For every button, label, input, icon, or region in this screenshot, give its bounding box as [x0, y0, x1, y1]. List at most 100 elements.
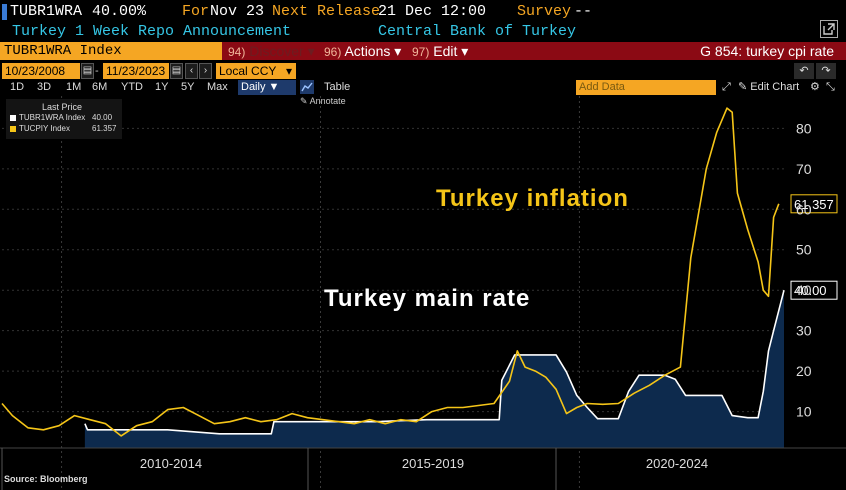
chevron-left-icon[interactable]: ‹: [185, 63, 198, 79]
legend-value-rate: 40.00: [92, 113, 113, 122]
line-chart-icon[interactable]: [300, 80, 314, 94]
frequency-value: Daily: [241, 81, 266, 93]
series-layer: 40.00 61.357: [1, 107, 838, 448]
rate-callout: Turkey main rate: [324, 285, 531, 312]
y-tick-label: 50: [796, 242, 812, 258]
currency-select[interactable]: Local CCY ▾: [216, 63, 296, 79]
add-data-input[interactable]: Add Data: [576, 80, 716, 95]
y-axis: 10 20 30 40 50 60 70 80: [796, 120, 812, 419]
last-value: 40.00%: [92, 3, 147, 20]
end-date-input[interactable]: 11/23/2023: [103, 63, 169, 79]
pencil-icon: ✎: [300, 96, 308, 106]
last-value-label-rate: 40.00: [794, 283, 827, 298]
next-release-label: Next Release: [272, 3, 381, 20]
survey-value: --: [574, 3, 593, 20]
discover-label: Discover: [249, 43, 304, 59]
x-period-label: 2020-2024: [646, 456, 708, 471]
pencil-icon: ✎: [738, 81, 748, 93]
edit-num: 97): [412, 45, 430, 59]
chevron-right-icon[interactable]: ›: [199, 63, 212, 79]
legend-value-cpi: 61.357: [92, 124, 117, 133]
chevron-down-icon: ▾: [285, 64, 292, 78]
y-tick-label: 20: [796, 363, 812, 379]
ticker: TUBR1WRA: [10, 3, 83, 20]
currency-value: Local CCY: [219, 64, 277, 78]
blue-marker-icon: [2, 4, 7, 20]
x-axis: 2010-2014 2015-2019 2020-2024: [0, 447, 846, 490]
actions-num: 96): [324, 45, 342, 59]
source-footer: Source: Bloomberg: [4, 474, 88, 484]
y-tick-label: 30: [796, 323, 812, 339]
inflation-callout: Turkey inflation: [436, 185, 629, 212]
undo-icon[interactable]: ↶: [794, 63, 814, 79]
command-bar: TUBR1WRA Index 94) Discover ▾ 96) Action…: [0, 42, 846, 60]
zoom-icon[interactable]: ⤡: [826, 81, 835, 93]
edit-label: Edit: [433, 43, 458, 59]
data-source: Central Bank of Turkey: [378, 23, 577, 40]
calendar-icon[interactable]: ▤: [170, 63, 183, 79]
range-5y[interactable]: 5Y: [181, 81, 195, 93]
legend-header: Last Price: [42, 102, 83, 112]
frequency-select[interactable]: Daily ▼: [238, 80, 296, 95]
security-description-row: Turkey 1 Week Repo Announcement Central …: [0, 22, 846, 42]
start-date-input[interactable]: 10/23/2008: [2, 63, 80, 79]
security-header: TUBR1WRA 40.00% For Nov 23 Next Release …: [0, 0, 846, 24]
chevron-down-icon: ▾: [307, 43, 315, 59]
function-command[interactable]: G 854: turkey cpi rate: [700, 43, 834, 59]
x-period-label: 2010-2014: [140, 456, 202, 471]
edit-button[interactable]: 97) Edit ▾: [412, 42, 468, 61]
discover-num: 94): [228, 45, 246, 59]
chevron-down-icon: ▼: [268, 81, 280, 93]
series-line-cpi: [1, 107, 780, 437]
range-ytd[interactable]: YTD: [121, 81, 143, 93]
period-dividers: [61, 96, 580, 490]
range-toolbar: 1D 3D 1M 6M YTD 1Y 5Y Max Daily ▼ Table …: [0, 80, 846, 96]
series-line-rate: [84, 290, 785, 435]
actions-button[interactable]: 96) Actions ▾: [324, 42, 401, 61]
calendar-icon[interactable]: ▤: [81, 63, 94, 79]
edit-chart-button[interactable]: ✎ Edit Chart: [738, 80, 799, 95]
x-period-label: 2015-2019: [402, 456, 464, 471]
legend-label-cpi: TUCPIY Index: [19, 124, 70, 133]
series-area-rate: [84, 290, 785, 448]
legend-swatch-cpi: [10, 126, 16, 132]
y-tick-label: 40: [796, 282, 812, 298]
range-1m[interactable]: 1M: [66, 81, 82, 93]
last-value-label-cpi: 61.357: [794, 197, 834, 212]
legend-swatch-rate: [10, 115, 16, 121]
next-release-date: 21 Dec 12:00: [378, 3, 487, 20]
y-tick-label: 80: [796, 120, 812, 136]
last-value-tag-rate: [790, 280, 838, 300]
actions-label: Actions: [344, 43, 391, 59]
discover-button[interactable]: 94) Discover ▾: [228, 42, 315, 61]
gridlines: [2, 127, 784, 413]
for-date: Nov 23: [210, 3, 265, 20]
y-tick-label: 10: [796, 404, 812, 420]
annotate-button[interactable]: ✎ Annotate: [300, 96, 346, 107]
y-tick-label: 70: [796, 161, 812, 177]
expand-icon[interactable]: ⤢: [722, 81, 731, 93]
chevron-down-icon: ▾: [461, 43, 469, 59]
annotate-label: Annotate: [309, 96, 346, 106]
range-1y[interactable]: 1Y: [155, 81, 169, 93]
range-max[interactable]: Max: [207, 81, 228, 93]
settings-icon[interactable]: ⚙: [810, 81, 820, 93]
table-button[interactable]: Table: [324, 81, 351, 93]
survey-label: Survey: [517, 3, 572, 20]
range-3d[interactable]: 3D: [37, 81, 52, 93]
security-description: Turkey 1 Week Repo Announcement: [12, 23, 292, 40]
y-tick-label: 60: [796, 201, 812, 217]
date-range-row: 10/23/2008 ▤ - 11/23/2023 ▤ ‹ › Local CC…: [0, 63, 846, 80]
range-1d[interactable]: 1D: [10, 81, 25, 93]
security-field[interactable]: TUBR1WRA Index: [0, 42, 222, 60]
date-separator: -: [95, 65, 99, 77]
popout-icon[interactable]: [820, 20, 838, 38]
for-label: For: [182, 3, 210, 20]
range-6m[interactable]: 6M: [92, 81, 108, 93]
chevron-down-icon: ▾: [394, 43, 402, 59]
last-value-tag-cpi: [790, 194, 838, 214]
legend: Last Price TUBR1WRA Index 40.00 TUCPIY I…: [6, 99, 122, 139]
edit-chart-label: Edit Chart: [750, 81, 800, 93]
redo-icon[interactable]: ↷: [816, 63, 836, 79]
